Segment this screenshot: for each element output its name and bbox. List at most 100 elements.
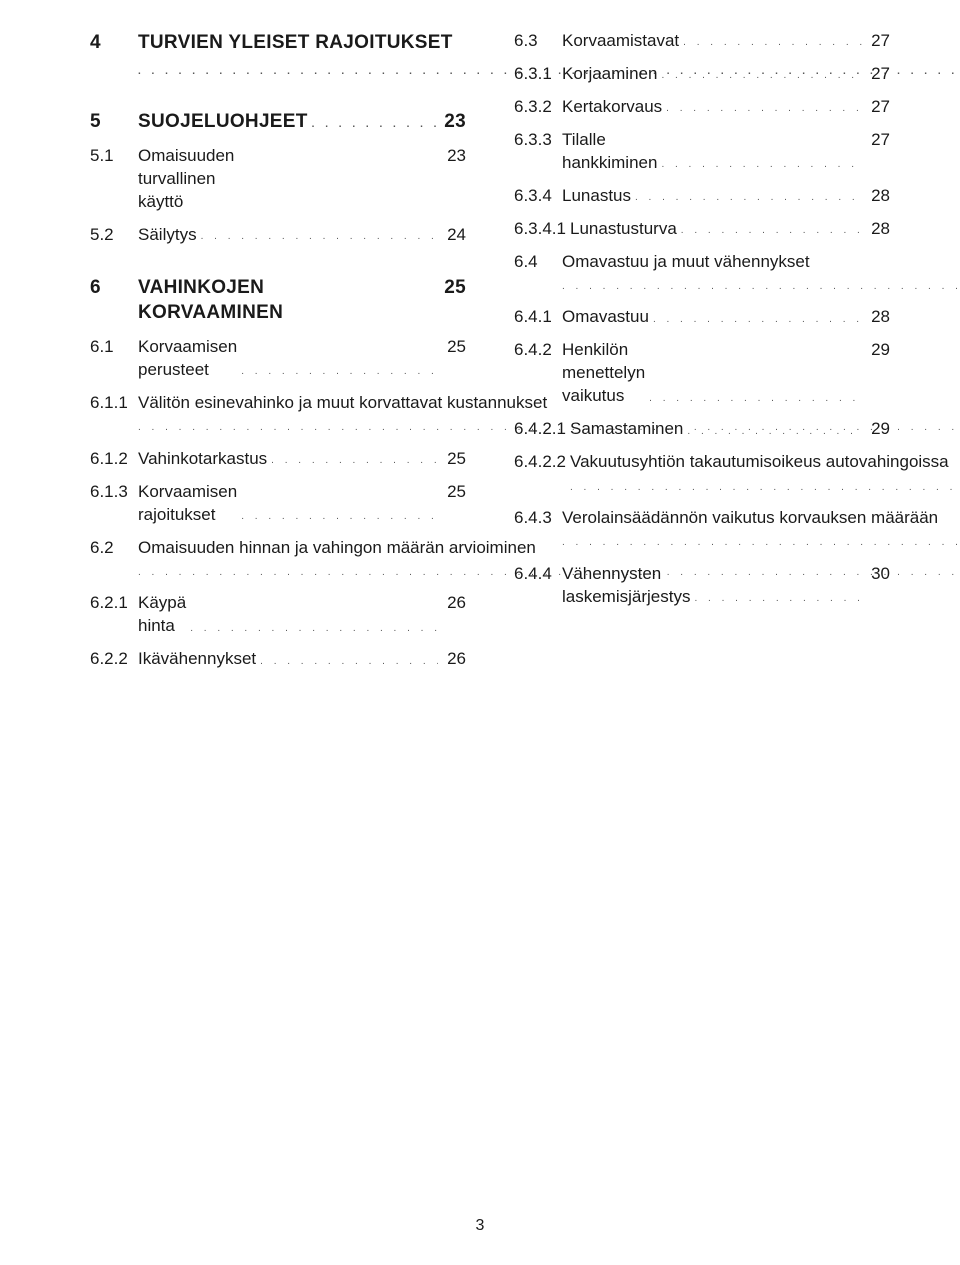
toc-row: 6.3.4Lunastus. . . . . . . . . . . . . .…	[514, 185, 890, 208]
toc-label: Omavastuu	[562, 306, 653, 329]
toc-row: 6.3.2Kertakorvaus. . . . . . . . . . . .…	[514, 96, 890, 119]
toc-page-number: 27	[862, 63, 890, 86]
toc-page-number: 27	[862, 30, 890, 53]
toc-page-number: 29	[862, 339, 890, 362]
toc-page-number: 26	[438, 648, 466, 671]
spacer	[90, 91, 466, 109]
toc-page-number: 30	[862, 563, 890, 586]
toc-number: 6.3.4.1	[514, 218, 570, 241]
toc-number: 6.2	[90, 537, 138, 560]
toc-label: VAHINKOJEN KORVAAMINEN	[138, 275, 287, 326]
toc-label: Lunastusturva	[570, 218, 681, 241]
toc-leader: . . . . . . . . . . . . . . . . . . . . …	[271, 454, 438, 471]
toc-page-number: 27	[862, 96, 890, 119]
toc-number: 6.4.1	[514, 306, 562, 329]
toc-row: 6.2Omaisuuden hinnan ja vahingon määrän …	[90, 537, 466, 583]
toc-label: Henkilön menettelyn vaikutus	[562, 339, 649, 408]
toc-column-left: 4TURVIEN YLEISET RAJOITUKSET. . . . . . …	[90, 30, 466, 681]
toc-label: Omaisuuden turvallinen käyttö	[138, 145, 238, 214]
toc-page-number: 28	[862, 185, 890, 208]
page: 4TURVIEN YLEISET RAJOITUKSET. . . . . . …	[0, 0, 960, 1265]
toc-row: 6.3.1Korjaaminen. . . . . . . . . . . . …	[514, 63, 890, 86]
toc-columns: 4TURVIEN YLEISET RAJOITUKSET. . . . . . …	[90, 30, 890, 681]
toc-leader: . . . . . . . . . . . . . . . . . . . . …	[666, 102, 862, 119]
toc-page-number: 25	[438, 448, 466, 471]
toc-page-number: 25	[438, 481, 466, 504]
toc-row: 6.3Korvaamistavat. . . . . . . . . . . .…	[514, 30, 890, 53]
toc-row: 6.2.1Käypä hinta. . . . . . . . . . . . …	[90, 592, 466, 638]
toc-leader: . . . . . . . . . . . . . . . . . . . . …	[241, 365, 438, 382]
toc-heading: 5SUOJELUOHJEET. . . . . . . . . . . . . …	[90, 109, 466, 135]
toc-page-number: 23	[438, 109, 466, 135]
toc-page-number: 25	[438, 275, 466, 301]
toc-number: 5.2	[90, 224, 138, 247]
toc-page-number: 29	[862, 418, 890, 441]
toc-label: Verolainsäädännön vaikutus korvauksen mä…	[562, 507, 942, 530]
toc-leader: . . . . . . . . . . . . . . . . . . . . …	[570, 481, 960, 498]
toc-number: 6.4	[514, 251, 562, 274]
toc-number: 6.3.3	[514, 129, 562, 152]
toc-number: 6.4.2.2	[514, 451, 570, 474]
toc-tail: . . . . . . . . . . . . . . . . . . . . …	[562, 530, 960, 553]
toc-row: 6.3.4.1Lunastusturva. . . . . . . . . . …	[514, 218, 890, 241]
toc-number: 6	[90, 275, 138, 301]
toc-row: 6.2.2Ikävähennykset. . . . . . . . . . .…	[90, 648, 466, 671]
toc-page-number: 26	[438, 592, 466, 615]
toc-label: Vähennysten laskemisjärjestys	[562, 563, 694, 609]
toc-leader: . . . . . . . . . . . . . . . . . . . . …	[190, 622, 438, 639]
toc-label: Säilytys	[138, 224, 201, 247]
toc-label: Korvaamisen perusteet	[138, 336, 241, 382]
toc-label: Välitön esinevahinko ja muut korvattavat…	[138, 392, 551, 415]
toc-page-number: 28	[862, 218, 890, 241]
toc-number: 6.4.2	[514, 339, 562, 362]
toc-row: 6.4.4Vähennysten laskemisjärjestys. . . …	[514, 563, 890, 609]
toc-row: 6.4.2.1Samastaminen. . . . . . . . . . .…	[514, 418, 890, 441]
toc-label: TURVIEN YLEISET RAJOITUKSET	[138, 30, 457, 56]
toc-leader: . . . . . . . . . . . . . . . . . . . . …	[687, 425, 862, 442]
toc-leader: . . . . . . . . . . . . . . . . . . . . …	[649, 392, 862, 409]
toc-number: 6.1	[90, 336, 138, 359]
toc-page-number: 25	[438, 336, 466, 359]
toc-leader: . . . . . . . . . . . . . . . . . . . . …	[260, 655, 438, 672]
toc-number: 6.1.1	[90, 392, 138, 415]
page-number: 3	[0, 1217, 960, 1235]
toc-leader: . . . . . . . . . . . . . . . . . . . . …	[241, 510, 438, 527]
toc-page-number: 28	[862, 306, 890, 329]
toc-heading: 6VAHINKOJEN KORVAAMINEN. . . . . . . . .…	[90, 275, 466, 326]
toc-number: 6.3.4	[514, 185, 562, 208]
toc-label-wrap: Verolainsäädännön vaikutus korvauksen mä…	[562, 507, 960, 553]
toc-row: 6.4.2.2Vakuutusyhtiön takautumis­oikeus …	[514, 451, 890, 497]
toc-number: 6.3	[514, 30, 562, 53]
toc-leader: . . . . . . . . . . . . . . . . . . . . …	[312, 118, 438, 135]
toc-row: 5.2Säilytys. . . . . . . . . . . . . . .…	[90, 224, 466, 247]
toc-number: 5	[90, 109, 138, 135]
toc-label: Lunastus	[562, 185, 635, 208]
toc-number: 6.2.1	[90, 592, 138, 615]
toc-leader: . . . . . . . . . . . . . . . . . . . . …	[201, 230, 438, 247]
toc-column-right: 6.3Korvaamistavat. . . . . . . . . . . .…	[514, 30, 890, 681]
toc-row: 6.1Korvaamisen perusteet. . . . . . . . …	[90, 336, 466, 382]
toc-page-number: 24	[438, 224, 466, 247]
toc-label: Korvaamistavat	[562, 30, 683, 53]
toc-number: 6.1.2	[90, 448, 138, 471]
toc-leader: . . . . . . . . . . . . . . . . . . . . …	[635, 191, 862, 208]
toc-label: Tilalle hankkiminen	[562, 129, 661, 175]
toc-label: Omaisuuden hinnan ja vahingon määrän arv…	[138, 537, 540, 560]
toc-leader: . . . . . . . . . . . . . . . . . . . . …	[562, 536, 960, 553]
toc-leader: . . . . . . . . . . . . . . . . . . . . …	[562, 280, 960, 297]
toc-label: Vakuutusyhtiön takautumis­oikeus autovah…	[570, 451, 953, 474]
toc-leader: . . . . . . . . . . . . . . . . . . . . …	[694, 592, 862, 609]
toc-heading: 4TURVIEN YLEISET RAJOITUKSET. . . . . . …	[90, 30, 466, 81]
toc-tail: . . . . . . . . . . . . . . . . . . . . …	[562, 274, 960, 297]
toc-label: Kertakorvaus	[562, 96, 666, 119]
toc-row: 6.4.1Omavastuu. . . . . . . . . . . . . …	[514, 306, 890, 329]
toc-number: 6.3.1	[514, 63, 562, 86]
toc-row: 6.1.1Välitön esinevahinko ja muut korvat…	[90, 392, 466, 438]
toc-row: 6.1.2Vahinkotarkastus. . . . . . . . . .…	[90, 448, 466, 471]
toc-leader: . . . . . . . . . . . . . . . . . . . . …	[683, 36, 862, 53]
toc-number: 6.1.3	[90, 481, 138, 504]
spacer	[90, 257, 466, 275]
toc-number: 5.1	[90, 145, 138, 168]
toc-row: 6.4.3Verolainsäädännön vaikutus korvauks…	[514, 507, 890, 553]
toc-label: Käypä hinta	[138, 592, 190, 638]
